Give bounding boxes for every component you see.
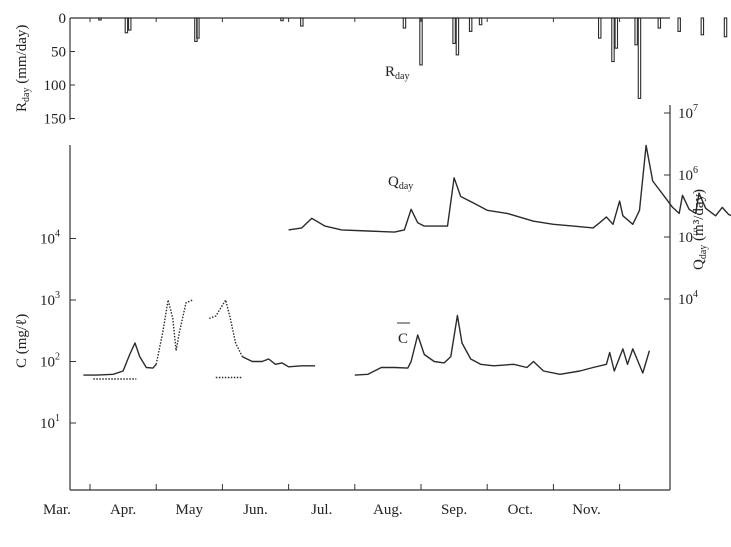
rain-bar bbox=[677, 17, 681, 32]
rain-bar bbox=[196, 17, 200, 39]
rain-tick-label: 0 bbox=[59, 11, 67, 27]
rain-bar bbox=[124, 17, 129, 34]
chart-axes: Mar. Apr. May Jun. Jul. Aug. Sep. Oct. Nov. bbox=[43, 17, 671, 518]
rain-bar bbox=[280, 17, 284, 22]
c-tick-label: 102 bbox=[40, 352, 60, 371]
concentration-line bbox=[354, 314, 651, 376]
c-tick-label: 104 bbox=[40, 229, 60, 248]
rain-tick-label: 150 bbox=[44, 112, 67, 128]
month-label: Oct. bbox=[508, 502, 533, 518]
rain-bar bbox=[468, 17, 473, 32]
rain-tick-label: 50 bbox=[51, 45, 66, 61]
rain-bar bbox=[98, 17, 102, 21]
concentration-axis-title: C (mg/ℓ) bbox=[14, 314, 30, 368]
month-label: Jun. bbox=[243, 502, 268, 518]
rain-bar bbox=[419, 17, 423, 66]
q-tick-label: 107 bbox=[678, 103, 698, 122]
concentration-line-estimated bbox=[208, 298, 243, 357]
rain-series-label: Rday bbox=[385, 64, 409, 82]
rainfall-panel: 0 50 100 150 Rday Rday (mm/day) bbox=[14, 11, 728, 128]
month-label: Sep. bbox=[441, 502, 467, 518]
rain-bar bbox=[452, 17, 456, 45]
discharge-axis-title: Qday (m³/day) bbox=[691, 189, 709, 270]
month-label: Apr. bbox=[110, 502, 136, 518]
rain-bar bbox=[614, 17, 619, 49]
concentration-line-estimated bbox=[155, 299, 193, 365]
c-tick-label: 103 bbox=[40, 290, 60, 309]
month-label: Nov. bbox=[572, 502, 601, 518]
concentration-line bbox=[241, 355, 316, 368]
rain-bar bbox=[478, 17, 483, 26]
month-label: Mar. bbox=[43, 502, 71, 518]
q-tick-label: 106 bbox=[678, 165, 698, 184]
discharge-series: 104 105 106 107 Qday Qday (m³/day) bbox=[288, 103, 731, 308]
concentration-series-label: C bbox=[398, 331, 408, 347]
month-label: Jul. bbox=[311, 502, 332, 518]
rain-bar bbox=[657, 17, 662, 29]
q-tick-label: 105 bbox=[678, 227, 698, 246]
rain-bar bbox=[455, 17, 460, 56]
concentration-series: 101 102 103 104 C C (mg/ℓ) bbox=[14, 229, 651, 432]
rain-bar bbox=[127, 17, 132, 31]
rain-bar bbox=[634, 17, 638, 46]
discharge-series-label: Qday bbox=[388, 174, 413, 192]
rain-bar bbox=[723, 17, 728, 38]
rain-bar bbox=[611, 17, 615, 63]
concentration-line bbox=[83, 342, 157, 376]
rain-axis-title: Rday (mm/day) bbox=[14, 25, 32, 112]
discharge-line bbox=[288, 144, 731, 233]
q-tick-label: 104 bbox=[678, 289, 698, 308]
rain-bar bbox=[300, 17, 304, 27]
rain-bar bbox=[597, 17, 602, 39]
rain-bar bbox=[402, 17, 407, 29]
rain-tick-label: 100 bbox=[44, 78, 67, 94]
rain-bar bbox=[700, 17, 705, 36]
month-label: Aug. bbox=[373, 502, 403, 518]
month-label: May bbox=[176, 502, 204, 518]
c-tick-label: 101 bbox=[40, 413, 60, 432]
rain-bar bbox=[637, 17, 642, 99]
